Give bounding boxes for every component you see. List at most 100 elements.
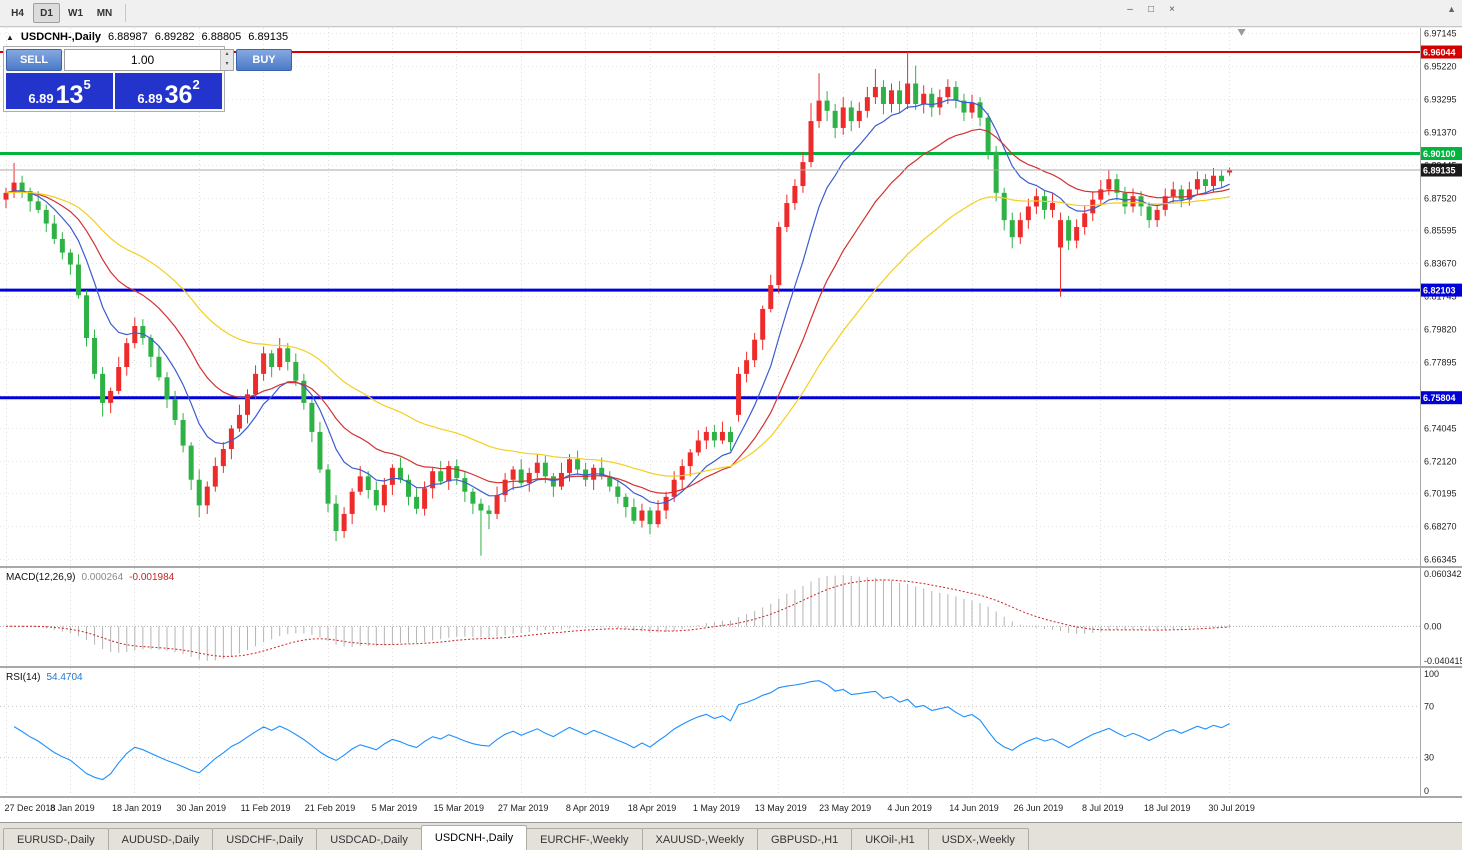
time-axis[interactable]: 27 Dec 2018 8 Jan 2019 18 Jan 2019 30 Jan 2… (0, 798, 1462, 822)
svg-text:6.97145: 6.97145 (1424, 29, 1457, 39)
svg-text:6.95220: 6.95220 (1424, 62, 1457, 72)
rsi-name: RSI(14) (6, 672, 41, 683)
date-label: 15 Mar 2019 (433, 803, 485, 813)
bid-price[interactable]: 6.89 13 5 (6, 73, 113, 109)
volume-increase-icon[interactable]: ▴ (221, 50, 233, 60)
panel-splitter[interactable] (0, 566, 1462, 568)
tab-usdcad-daily[interactable]: USDCAD-,Daily (316, 828, 422, 850)
svg-text:6.75804: 6.75804 (1423, 393, 1456, 403)
symbol-period-label: USDCNH-,Daily (20, 31, 101, 43)
volume-decrease-icon[interactable]: ▾ (221, 60, 233, 70)
macd-indicator-label: MACD(12,26,9) 0.000264 -0.001984 (6, 572, 174, 583)
svg-text:6.74045: 6.74045 (1424, 424, 1457, 434)
svg-text:6.89135: 6.89135 (1423, 166, 1456, 176)
svg-text:100: 100 (1424, 669, 1439, 679)
tab-eurusd-daily[interactable]: EURUSD-,Daily (3, 828, 109, 850)
date-label: 30 Jul 2019 (1208, 803, 1255, 813)
date-label: 30 Jan 2019 (176, 803, 226, 813)
svg-text:6.79820: 6.79820 (1424, 325, 1457, 335)
close-value: 6.89135 (248, 31, 289, 43)
minimize-icon[interactable]: – (1127, 4, 1133, 15)
svg-text:6.87520: 6.87520 (1424, 194, 1457, 204)
bid-big-digits: 13 (55, 81, 84, 109)
symbol-tab-bar: EURUSD-,Daily AUDUSD-,Daily USDCHF-,Dail… (0, 822, 1462, 850)
tab-gbpusd-h1[interactable]: GBPUSD-,H1 (756, 828, 853, 850)
date-label: 27 Mar 2019 (497, 803, 549, 813)
macd-name: MACD(12,26,9) (6, 572, 76, 583)
tab-usdcnh-daily[interactable]: USDCNH-,Daily (420, 825, 528, 850)
high-value: 6.89282 (154, 31, 195, 43)
tab-usdx-weekly[interactable]: USDX-,Weekly (927, 828, 1029, 850)
bid-pipette: 5 (83, 77, 91, 92)
svg-text:6.90100: 6.90100 (1423, 149, 1456, 159)
svg-text:6.91370: 6.91370 (1424, 128, 1457, 138)
date-label: 23 May 2019 (819, 803, 872, 813)
svg-text:0.060342: 0.060342 (1424, 569, 1462, 579)
volume-input[interactable] (65, 50, 220, 70)
volume-spinner: ▴ ▾ (220, 50, 233, 70)
period-button-mn[interactable]: MN (91, 3, 118, 23)
toolbar-separator (125, 4, 126, 22)
date-label: 8 Apr 2019 (565, 803, 610, 813)
tab-audusd-daily[interactable]: AUDUSD-,Daily (107, 828, 214, 850)
macd-panel[interactable]: 0.060342 0.00 -0.040415 (0, 568, 1462, 666)
bid-prefix: 6.89 (28, 91, 54, 106)
tab-ukoil-h1[interactable]: UKOil-,H1 (851, 828, 929, 850)
tab-xauusd-weekly[interactable]: XAUUSD-,Weekly (641, 828, 758, 850)
window-controls: – □ × (1122, 2, 1180, 18)
buy-button[interactable]: BUY (236, 49, 292, 71)
tab-usdchf-daily[interactable]: USDCHF-,Daily (212, 828, 318, 850)
date-label: 18 Jul 2019 (1143, 803, 1191, 813)
svg-text:6.83670: 6.83670 (1424, 259, 1457, 269)
ask-price[interactable]: 6.89 36 2 (115, 73, 222, 109)
macd-signal-value: -0.001984 (129, 572, 175, 583)
rsi-panel[interactable]: 100 70 30 0 (0, 668, 1462, 796)
restore-icon[interactable]: □ (1147, 4, 1155, 15)
date-label: 21 Feb 2019 (304, 803, 356, 813)
toolbar-collapse-icon[interactable]: ▲ (1447, 4, 1456, 14)
sell-button[interactable]: SELL (6, 49, 62, 71)
date-label: 13 May 2019 (754, 803, 807, 813)
svg-text:0: 0 (1424, 786, 1429, 796)
svg-text:6.93295: 6.93295 (1424, 95, 1457, 105)
svg-text:6.72120: 6.72120 (1424, 457, 1457, 467)
svg-text:6.70195: 6.70195 (1424, 489, 1457, 499)
svg-text:6.68270: 6.68270 (1424, 522, 1457, 532)
svg-text:6.82103: 6.82103 (1423, 286, 1456, 296)
date-label: 26 Jun 2019 (1013, 803, 1064, 813)
rsi-indicator-label: RSI(14) 54.4704 (6, 672, 83, 683)
main-price-chart[interactable]: 6.971456.952206.932956.913706.894456.875… (0, 28, 1462, 566)
volume-field: ▴ ▾ (64, 49, 234, 71)
date-label: 14 Jun 2019 (949, 803, 999, 813)
tab-eurchf-weekly[interactable]: EURCHF-,Weekly (526, 828, 643, 850)
svg-text:6.96044: 6.96044 (1423, 48, 1456, 58)
low-value: 6.88805 (201, 31, 242, 43)
ask-pipette: 2 (192, 77, 200, 92)
svg-text:30: 30 (1424, 753, 1434, 763)
timeframe-toolbar: H4 D1 W1 MN – □ × ▲ (0, 0, 1462, 27)
date-label: 4 Jun 2019 (887, 803, 932, 813)
date-label: 5 Mar 2019 (371, 803, 418, 813)
ask-big-digits: 36 (164, 81, 193, 109)
rsi-value: 54.4704 (46, 672, 83, 683)
one-click-toggle-icon[interactable]: ▲ (6, 32, 14, 42)
panel-splitter[interactable] (0, 796, 1462, 798)
date-label: 1 May 2019 (692, 803, 740, 813)
period-button-w1[interactable]: W1 (62, 3, 89, 23)
close-icon[interactable]: × (1169, 4, 1175, 15)
svg-text:6.66345: 6.66345 (1424, 555, 1457, 565)
ask-prefix: 6.89 (137, 91, 163, 106)
period-button-d1[interactable]: D1 (33, 3, 60, 23)
chart-title: ▲ USDCNH-,Daily 6.88987 6.89282 6.88805 … (6, 31, 288, 43)
date-label: 11 Feb 2019 (240, 803, 291, 813)
date-label: 27 Dec 2018 (4, 803, 56, 813)
panel-splitter[interactable] (0, 666, 1462, 668)
period-button-h4[interactable]: H4 (4, 3, 31, 23)
svg-text:70: 70 (1424, 701, 1434, 711)
date-label: 8 Jul 2019 (1082, 803, 1124, 813)
svg-text:-0.040415: -0.040415 (1424, 656, 1462, 666)
svg-text:6.85595: 6.85595 (1424, 226, 1457, 236)
macd-main-value: 0.000264 (81, 572, 124, 583)
date-label: 8 Jan 2019 (50, 803, 95, 813)
